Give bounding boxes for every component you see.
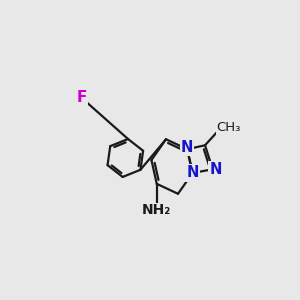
Text: F: F: [76, 90, 87, 105]
Text: N: N: [209, 162, 222, 177]
Text: N: N: [181, 140, 194, 155]
Text: N: N: [186, 166, 199, 181]
Text: NH₂: NH₂: [142, 203, 171, 218]
Text: CH₃: CH₃: [217, 121, 241, 134]
